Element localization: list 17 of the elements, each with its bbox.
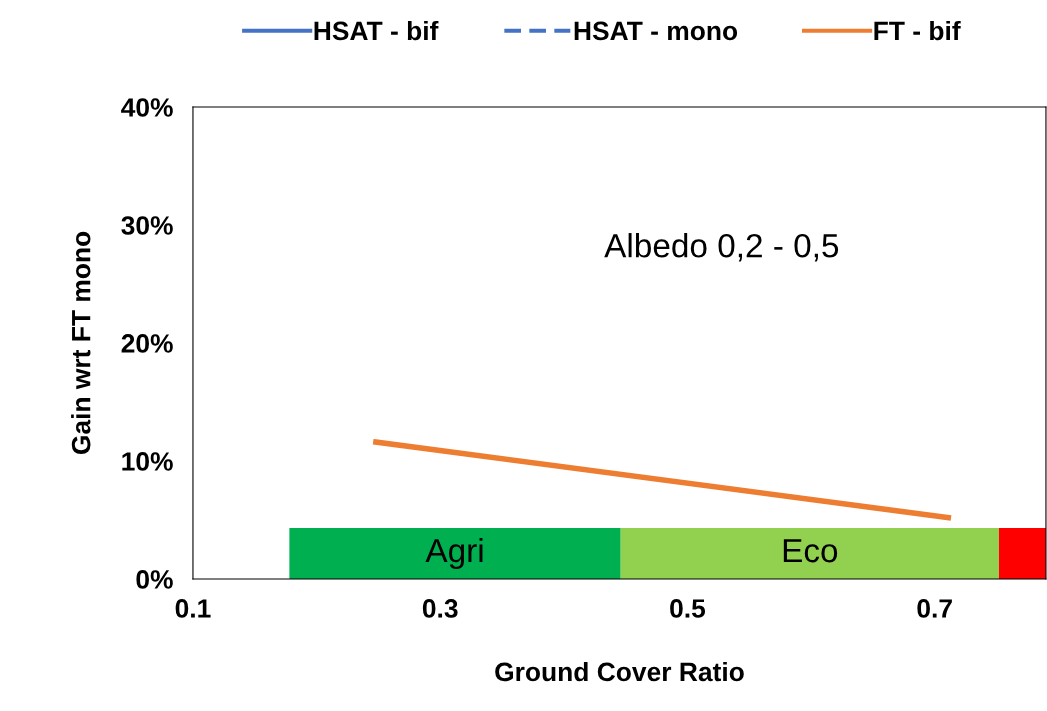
y-tick-label: 10% <box>122 452 173 471</box>
legend-label: HSAT - mono <box>574 21 738 41</box>
x-tick-label: 0.7 <box>917 599 952 618</box>
y-tick-label: 20% <box>121 334 173 353</box>
x-tick-label: 0.1 <box>175 599 211 618</box>
y-tick-label: 40% <box>121 98 173 117</box>
y-axis-title: Gain wrt FT mono <box>71 231 91 455</box>
legend-label: FT - bif <box>874 20 961 41</box>
legend-label: HSAT - bif <box>314 20 439 41</box>
band-label: Eco <box>783 539 838 563</box>
x-tick-label: 0.3 <box>422 599 458 618</box>
y-tick-label: 30% <box>121 216 173 235</box>
x-tick-label: 0.5 <box>670 599 706 618</box>
y-tick-label: 0% <box>136 570 173 589</box>
band-label: Agri <box>425 537 483 570</box>
x-axis-title: Ground Cover Ratio <box>495 661 744 682</box>
annotation: Albedo 0,2 - 0,5 <box>604 233 839 262</box>
